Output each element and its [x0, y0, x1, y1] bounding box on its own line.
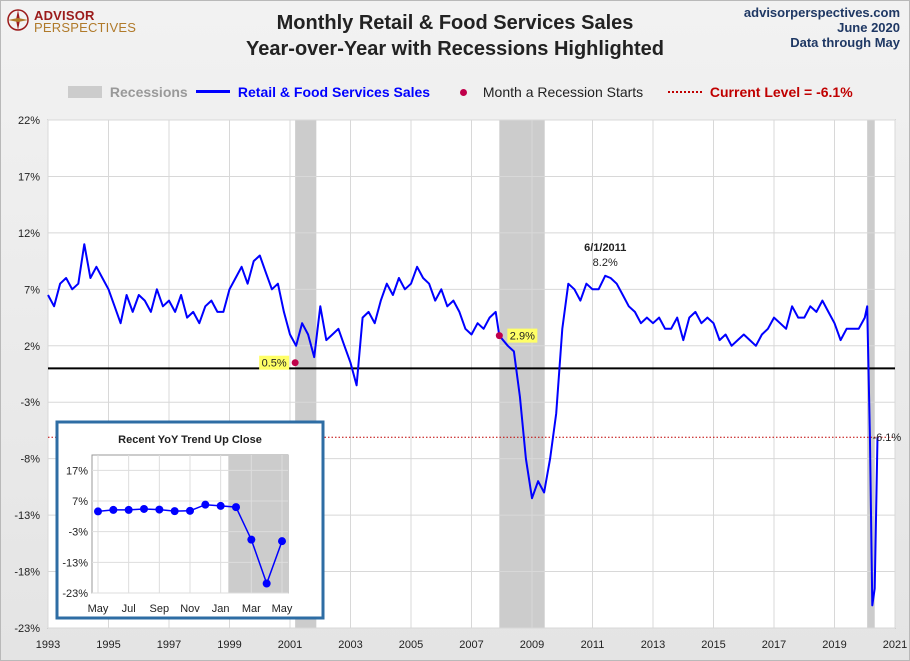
legend: Recessions Retail & Food Services Sales …: [0, 82, 910, 102]
recession-band-1: [499, 120, 545, 628]
legend-marker-dot: [460, 89, 467, 96]
x-tick-label: 2001: [278, 639, 302, 651]
logo-line2: PERSPECTIVES: [34, 20, 137, 35]
series-line-retail-sales: [47, 243, 879, 607]
legend-series-swatch: [196, 90, 230, 93]
x-tick-label: 1995: [96, 639, 120, 651]
annotation-label-0: 0.5%: [262, 358, 287, 370]
inset-y-tick-label: 7%: [72, 496, 88, 508]
inset-data-point: [216, 501, 225, 510]
x-tick-label: 2009: [520, 639, 544, 651]
y-tick-label: 7%: [24, 284, 40, 296]
title-line2: Year-over-Year with Recessions Highlight…: [246, 38, 664, 60]
inset-y-tick-label: 17%: [66, 465, 88, 477]
y-tick-label: -23%: [14, 623, 40, 635]
source-note: Data through May: [790, 35, 900, 50]
inset-data-point: [109, 505, 118, 514]
x-tick-label: 2021: [883, 639, 907, 651]
annotation-peak-date: 6/1/2011: [584, 242, 626, 254]
source-date: June 2020: [837, 20, 900, 35]
inset-data-point: [124, 505, 133, 514]
y-tick-label: -3%: [20, 397, 40, 409]
legend-current-label: Current Level = -6.1%: [709, 84, 853, 100]
legend-current: Current Level = -6.1%: [668, 84, 853, 100]
inset-x-tick-label: Jan: [212, 603, 230, 615]
inset-x-tick-label: Nov: [180, 603, 200, 615]
y-tick-label: 17%: [18, 171, 40, 183]
inset-y-tick-label: -23%: [62, 588, 88, 600]
title-line1: Monthly Retail & Food Services Sales: [276, 12, 634, 34]
inset-recession-band: [228, 455, 288, 593]
recession-start-marker-0: [291, 359, 299, 367]
chart-title: Monthly Retail & Food Services Sales Yea…: [190, 10, 720, 62]
x-tick-label: 2011: [581, 639, 605, 651]
inset-x-tick-label: Jul: [122, 603, 136, 615]
inset-data-point: [140, 504, 148, 513]
source-block: advisorperspectives.com June 2020 Data t…: [744, 5, 900, 50]
inset-data-point: [201, 500, 210, 509]
x-tick-label: 2005: [399, 639, 423, 651]
inset-data-point: [247, 535, 256, 544]
inset-data-point: [94, 507, 102, 516]
inset-title: Recent YoY Trend Up Close: [118, 434, 262, 446]
compass-logo-icon: [7, 9, 29, 31]
annotation-highlight-bg: [259, 355, 290, 370]
x-tick-label: 2007: [459, 639, 483, 651]
inset-data-point: [170, 507, 179, 516]
inset-x-tick-label: Mar: [242, 603, 261, 615]
annotation-highlight-bg: [507, 328, 538, 343]
y-tick-label: -18%: [14, 567, 40, 579]
legend-recession-start: Month a Recession Starts: [460, 84, 643, 100]
inset-x-tick-label: May: [272, 603, 293, 615]
annotation-current-value: -6.1%: [872, 432, 901, 444]
inset-y-tick-label: -13%: [62, 557, 88, 569]
inset-data-point: [232, 503, 240, 512]
y-tick-label: -8%: [20, 454, 40, 466]
legend-series-label: Retail & Food Services Sales: [237, 84, 431, 100]
inset-x-tick-label: Sep: [150, 603, 170, 615]
x-tick-label: 2003: [338, 639, 362, 651]
inset-x-tick-label: May: [88, 603, 109, 615]
x-tick-label: 1999: [217, 639, 241, 651]
y-tick-label: -13%: [14, 510, 40, 522]
y-tick-label: 2%: [24, 341, 40, 353]
recession-band-2: [867, 120, 875, 628]
logo-line1: ADVISOR: [34, 8, 95, 23]
inset-y-tick-label: -3%: [68, 527, 88, 539]
logo: ADVISOR PERSPECTIVES: [6, 6, 136, 36]
annotation-label-1: 2.9%: [510, 331, 535, 343]
legend-recession-swatch: [68, 86, 102, 98]
x-tick-label: 2019: [822, 639, 846, 651]
legend-recessions: Recessions: [68, 84, 188, 100]
legend-series: Retail & Food Services Sales: [196, 84, 430, 100]
y-tick-label: 22%: [18, 115, 40, 127]
x-tick-label: 1997: [157, 639, 181, 651]
x-tick-label: 2013: [641, 639, 665, 651]
inset-data-point: [155, 505, 164, 514]
x-tick-label: 2015: [701, 639, 725, 651]
inset-data-point: [186, 506, 194, 515]
annotation-peak-value: 8.2%: [593, 257, 618, 269]
legend-recession-start-label: Month a Recession Starts: [482, 84, 644, 100]
x-tick-label: 1993: [36, 639, 60, 651]
recession-start-marker-1: [495, 332, 503, 340]
y-tick-label: 12%: [18, 228, 40, 240]
inset-data-point: [278, 537, 286, 546]
inset-data-point: [262, 579, 271, 588]
source-site: advisorperspectives.com: [743, 5, 900, 20]
legend-current-swatch: [668, 91, 702, 93]
x-tick-label: 2017: [762, 639, 786, 651]
legend-recessions-label: Recessions: [109, 84, 188, 100]
